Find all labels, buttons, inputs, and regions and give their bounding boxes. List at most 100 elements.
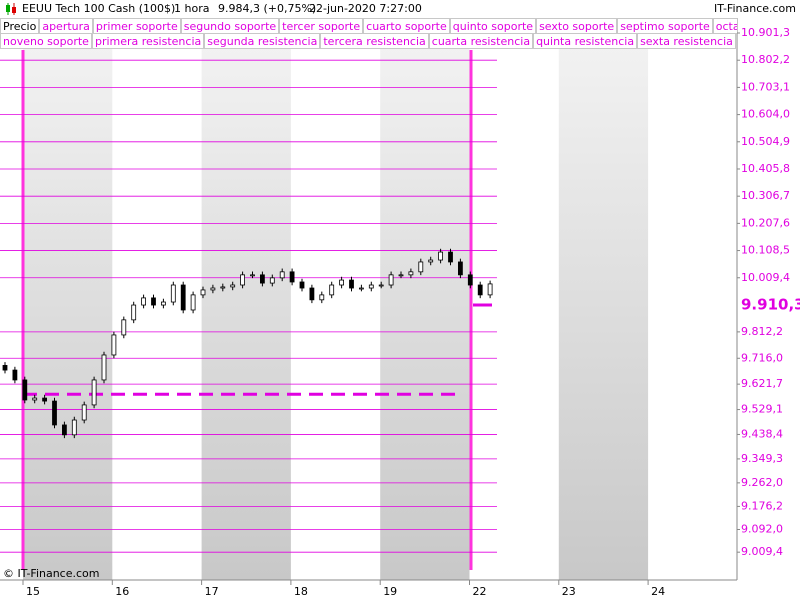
- legend-item: sexto soporte: [536, 19, 618, 34]
- current-price-label: 9.910,3: [741, 295, 800, 313]
- legend-item: septima resistencia: [735, 34, 737, 49]
- candle-body: [190, 294, 196, 311]
- legend-item: tercera resistencia: [320, 34, 429, 49]
- candle-body: [309, 287, 315, 301]
- y-tick-label: 10.703,1: [741, 80, 790, 93]
- candle-body: [101, 354, 107, 381]
- y-tick-label: 10.405,8: [741, 162, 790, 175]
- header: EEUU Tech 100 Cash (100$) 1 hora 9.984,3…: [0, 0, 800, 18]
- candle-body: [220, 286, 226, 289]
- y-tick-label: 9.262,0: [741, 476, 783, 489]
- legend-item: tercer soporte: [279, 19, 364, 34]
- legend-item: primer soporte: [92, 19, 181, 34]
- candle-body: [408, 271, 414, 276]
- candle-body: [2, 365, 8, 371]
- y-tick-label: 9.438,4: [741, 427, 783, 440]
- candle-body: [141, 297, 147, 306]
- y-tick-label: 9.009,4: [741, 545, 783, 558]
- legend-row: Precio apertura primer soporte segundo sop…: [0, 18, 737, 34]
- x-tick-label: 23: [562, 585, 576, 598]
- legend-item: quinta resistencia: [533, 34, 638, 49]
- candle-body: [170, 284, 176, 303]
- y-tick-label: 9.812,2: [741, 325, 783, 338]
- candle-body: [210, 287, 216, 291]
- y-tick-label: 9.621,7: [741, 377, 783, 390]
- y-tick-label: 10.802,2: [741, 53, 790, 66]
- x-tick-label: 17: [205, 585, 219, 598]
- candle-body: [289, 271, 295, 283]
- copyright: © IT-Finance.com: [3, 567, 100, 580]
- candle-body: [299, 281, 305, 289]
- candle-body: [269, 277, 275, 284]
- x-tick-label: 16: [115, 585, 129, 598]
- candle-body: [279, 271, 285, 279]
- legend-item: noveno soporte: [0, 34, 92, 49]
- y-tick-label: 9.349,3: [741, 452, 783, 465]
- candle-body: [91, 379, 97, 406]
- candle-body: [62, 424, 67, 436]
- legend-item: primera resistencia: [91, 34, 205, 49]
- candle-body: [131, 304, 137, 321]
- icon: [6, 3, 16, 15]
- candle-body: [487, 283, 493, 296]
- candle-body: [438, 251, 444, 261]
- day-band: [201, 18, 291, 580]
- candle-body: [378, 284, 384, 287]
- y-tick-label: 10.901,3: [741, 26, 790, 39]
- y-tick-label: 9.176,2: [741, 499, 783, 512]
- candle-body: [12, 369, 18, 381]
- y-tick-label: 10.009,4: [741, 271, 790, 284]
- candle-body: [448, 251, 453, 263]
- y-tick-label: 10.108,5: [741, 244, 790, 257]
- datetime: 22-jun-2020 7:27:00: [309, 2, 422, 15]
- candle-body: [339, 279, 345, 286]
- x-tick-label: 18: [294, 585, 308, 598]
- candle-body: [111, 334, 117, 356]
- y-tick-label: 9.092,0: [741, 523, 783, 536]
- candle-body: [358, 287, 364, 290]
- candle-body: [52, 400, 57, 426]
- candle-body: [457, 261, 463, 276]
- candle-body: [250, 274, 255, 277]
- candle-body: [418, 261, 424, 273]
- candle-body: [368, 284, 374, 289]
- legend-item: septimo soporte: [617, 19, 713, 34]
- candle-body: [22, 379, 28, 401]
- candle-body: [398, 274, 404, 277]
- candle-body: [200, 289, 206, 296]
- day-band: [558, 18, 649, 580]
- candle-body: [240, 274, 246, 286]
- symbol: EEUU Tech 100 Cash (100$): [22, 2, 176, 15]
- legend-item: segunda resistencia: [204, 34, 321, 49]
- legend-item: apertura: [39, 19, 93, 34]
- y-tick-label: 10.604,0: [741, 108, 790, 121]
- interval: 1 hora: [174, 2, 210, 15]
- y-tick-label: 10.504,9: [741, 135, 790, 148]
- candle-body: [230, 284, 236, 288]
- candle-body: [259, 274, 265, 284]
- x-tick-label: 15: [26, 585, 40, 598]
- candle-body: [388, 274, 394, 286]
- legend-item: cuarto soporte: [363, 19, 450, 34]
- candle-body: [477, 284, 483, 296]
- x-tick-label: 22: [473, 585, 487, 598]
- brand: IT-Finance.com: [714, 2, 796, 15]
- legend-item: Precio: [0, 19, 40, 34]
- candle-body: [32, 397, 38, 401]
- legend-item: sexta resistencia: [637, 34, 736, 49]
- candle-body: [428, 259, 434, 263]
- candle-body: [349, 279, 354, 289]
- legend-item: quinto soporte: [449, 19, 537, 34]
- day-band: [23, 18, 113, 580]
- candle-body: [160, 301, 166, 306]
- legend-item: segundo soporte: [180, 19, 280, 34]
- candle-body: [180, 284, 186, 311]
- legend-item: octavo soporte: [712, 19, 737, 34]
- legend-item: cuarta resistencia: [428, 34, 534, 49]
- quote: 9.984,3 (+0,75%): [218, 2, 317, 15]
- candle-body: [121, 319, 127, 336]
- current-price-box: [738, 294, 800, 315]
- candle-body: [81, 404, 87, 421]
